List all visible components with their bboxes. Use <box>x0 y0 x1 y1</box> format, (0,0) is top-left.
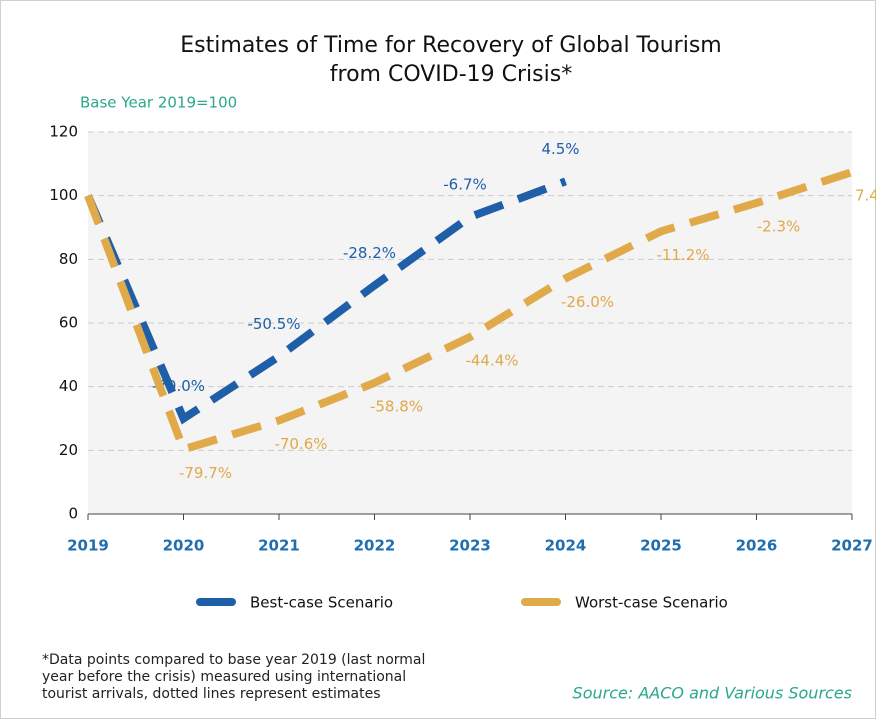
subtitle: Base Year 2019=100 <box>80 94 237 112</box>
x-tick-label: 2024 <box>545 537 587 555</box>
data-label: -44.4% <box>465 352 518 370</box>
source: Source: AACO and Various Sources <box>573 684 852 703</box>
data-label: -6.7% <box>443 175 487 193</box>
x-tick-label: 2022 <box>354 537 396 555</box>
data-label: 4.5% <box>541 140 579 158</box>
footnote: tourist arrivals, dotted lines represent… <box>42 686 381 702</box>
data-label: -70.6% <box>274 435 327 453</box>
chart-title: Estimates of Time for Recovery of Global… <box>180 33 721 58</box>
legend-label: Worst-case Scenario <box>575 594 728 612</box>
data-label: 7.4% <box>855 187 876 205</box>
data-label: -50.5% <box>247 315 300 333</box>
y-tick-label: 60 <box>59 314 78 332</box>
series-line <box>84 168 854 455</box>
footnote: *Data points compared to base year 2019 … <box>42 652 425 668</box>
x-tick-label: 2020 <box>163 537 205 555</box>
y-tick-label: 0 <box>68 505 78 523</box>
x-tick-label: 2026 <box>736 537 778 555</box>
y-tick-label: 120 <box>49 123 78 141</box>
footnote: year before the crisis) measured using i… <box>42 669 406 685</box>
data-label: -11.2% <box>656 246 709 264</box>
data-label: -26.0% <box>561 293 614 311</box>
y-tick-label: 20 <box>59 441 78 459</box>
data-label: -28.2% <box>343 244 396 262</box>
x-tick-label: 2025 <box>640 537 682 555</box>
x-tick-label: 2023 <box>449 537 491 555</box>
x-tick-label: 2021 <box>258 537 300 555</box>
y-tick-label: 40 <box>59 377 78 395</box>
legend-label: Best-case Scenario <box>250 594 393 612</box>
x-tick-label: 2019 <box>67 537 109 555</box>
data-label: -58.8% <box>370 397 423 415</box>
chart-title: from COVID-19 Crisis* <box>330 62 572 87</box>
x-tick-label: 2027 <box>831 537 873 555</box>
y-tick-label: 100 <box>49 186 78 204</box>
y-tick-label: 80 <box>59 250 78 268</box>
data-label: -79.7% <box>179 464 232 482</box>
series-line <box>84 177 567 425</box>
data-label: -2.3% <box>757 217 801 235</box>
